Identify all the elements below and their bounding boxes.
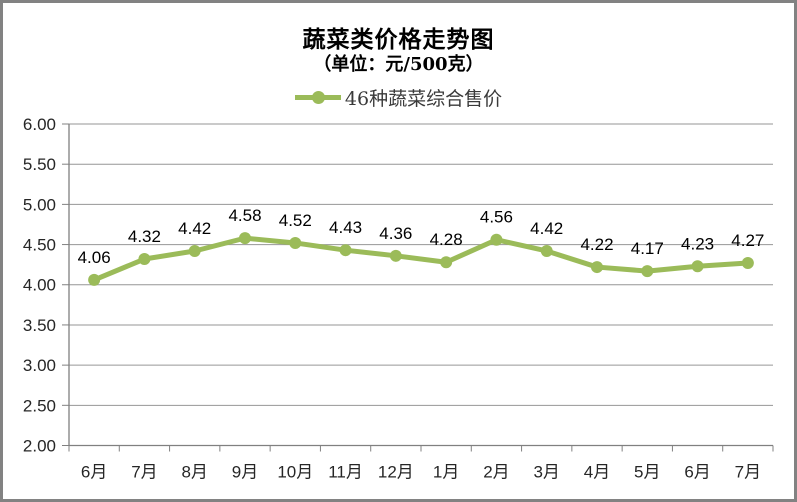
data-label: 4.32 bbox=[128, 227, 161, 246]
data-label: 4.06 bbox=[78, 248, 111, 267]
data-label: 4.22 bbox=[580, 235, 613, 254]
data-label: 4.43 bbox=[329, 218, 362, 237]
data-point-marker bbox=[490, 233, 503, 246]
x-tick-label: 8月 bbox=[181, 463, 207, 482]
y-tick-label: 4.50 bbox=[23, 236, 56, 255]
data-point-marker bbox=[138, 253, 151, 266]
data-point-marker bbox=[239, 232, 251, 245]
y-tick-label: 2.50 bbox=[23, 396, 56, 415]
data-point-marker bbox=[188, 244, 201, 257]
y-tick-label: 4.00 bbox=[23, 276, 56, 295]
data-label: 4.36 bbox=[379, 224, 412, 243]
legend-dot-marker bbox=[311, 90, 325, 104]
y-tick-label: 6.00 bbox=[23, 115, 56, 134]
data-point-marker bbox=[389, 249, 402, 262]
legend-line-marker bbox=[294, 90, 341, 104]
x-tick-label: 2月 bbox=[483, 463, 509, 482]
data-label: 4.58 bbox=[228, 206, 261, 225]
data-label: 4.23 bbox=[681, 234, 714, 253]
chart-title: 蔬菜类价格走势图 bbox=[302, 26, 495, 53]
data-point-marker bbox=[440, 256, 453, 269]
x-tick-label: 6月 bbox=[81, 463, 107, 482]
x-tick-label: 3月 bbox=[533, 463, 559, 482]
series-line bbox=[91, 235, 751, 283]
x-tick-label: 4月 bbox=[584, 463, 610, 482]
data-label: 4.27 bbox=[731, 231, 764, 250]
y-tick-label: 3.50 bbox=[23, 316, 56, 335]
x-tick-label: 7月 bbox=[735, 463, 761, 482]
x-tick-label: 6月 bbox=[684, 463, 710, 482]
data-point-marker bbox=[339, 244, 352, 257]
data-label: 4.42 bbox=[530, 219, 563, 238]
data-point-marker bbox=[88, 273, 101, 286]
chart-subtitle: （单位：元/500克） bbox=[313, 54, 484, 75]
y-tick-label: 2.00 bbox=[23, 436, 56, 455]
legend: 46种蔬菜综合售价 bbox=[0, 86, 797, 110]
x-tick-label: 10月 bbox=[277, 463, 313, 482]
x-tick-label: 11月 bbox=[328, 463, 363, 482]
x-tick-label: 5月 bbox=[634, 463, 660, 482]
data-label: 4.56 bbox=[480, 208, 513, 227]
data-point-marker bbox=[641, 265, 654, 278]
data-point-marker bbox=[691, 260, 704, 273]
data-label: 4.28 bbox=[430, 230, 463, 249]
data-point-marker bbox=[591, 261, 603, 274]
data-label: 4.42 bbox=[178, 219, 211, 238]
y-tick-label: 3.00 bbox=[23, 356, 56, 375]
data-point-marker bbox=[741, 257, 754, 270]
x-tick-label: 9月 bbox=[232, 463, 258, 482]
x-tick-label: 7月 bbox=[131, 463, 157, 482]
y-tick-label: 5.50 bbox=[23, 155, 56, 174]
data-point-marker bbox=[289, 236, 302, 249]
y-tick-label: 5.00 bbox=[23, 195, 56, 214]
x-tick-label: 12月 bbox=[378, 463, 414, 482]
data-label: 4.52 bbox=[279, 211, 312, 230]
data-label: 4.17 bbox=[631, 239, 664, 258]
x-tick-label: 1月 bbox=[433, 463, 459, 482]
legend-series-label: 46种蔬菜综合售价 bbox=[344, 87, 503, 110]
data-point-marker bbox=[540, 244, 553, 257]
